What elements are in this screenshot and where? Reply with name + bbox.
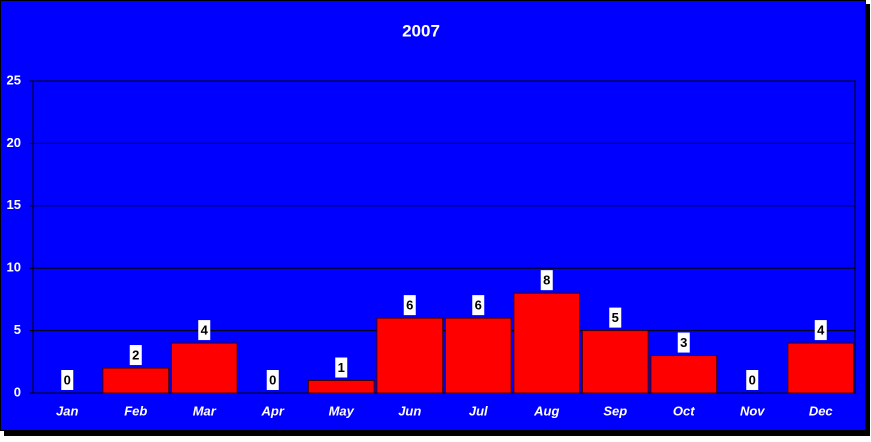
bar: [307, 380, 375, 394]
bar: [444, 317, 512, 394]
y-tick-label: 10: [7, 260, 21, 275]
data-label-box: [677, 332, 690, 353]
bar: [170, 342, 238, 394]
data-label-box: [61, 370, 74, 390]
x-tick-label: Nov: [740, 403, 765, 418]
x-tick-label: Aug: [533, 403, 559, 418]
data-label: 8: [543, 273, 550, 288]
data-label: 2: [132, 347, 139, 362]
plot-border: [32, 80, 856, 394]
y-tick-label: 5: [14, 322, 21, 337]
data-label-box: [198, 320, 211, 341]
data-label-box: [814, 320, 827, 341]
y-tick-label: 15: [7, 197, 21, 212]
bar: [650, 355, 718, 394]
data-label: 3: [680, 335, 687, 350]
y-tick-label: 20: [7, 135, 21, 150]
x-tick-label: Dec: [809, 403, 834, 418]
data-label: 1: [338, 360, 345, 375]
data-label-box: [540, 270, 553, 291]
data-label-box: [609, 307, 622, 328]
data-label: 4: [201, 323, 209, 338]
x-tick-label: Jun: [398, 403, 421, 418]
data-label-box: [335, 357, 348, 378]
bar: [581, 330, 649, 394]
data-label-box: [746, 370, 759, 390]
data-label-box: [129, 345, 142, 366]
x-tick-label: Oct: [673, 403, 695, 418]
data-label-box: [403, 295, 416, 316]
data-label-box: [472, 295, 485, 316]
data-label: 0: [749, 372, 756, 387]
x-tick-label: Apr: [261, 403, 285, 418]
bar: [787, 342, 855, 394]
x-tick-label: Mar: [193, 403, 217, 418]
x-tick-label: Feb: [124, 403, 147, 418]
data-label: 5: [612, 310, 619, 325]
data-label: 0: [64, 372, 71, 387]
bar: [102, 367, 170, 394]
x-tick-label: Jan: [56, 403, 78, 418]
y-tick-label: 25: [7, 72, 21, 87]
chart-title: 2007: [402, 21, 440, 40]
x-tick-label: Jul: [469, 403, 488, 418]
bar: [376, 317, 444, 394]
y-tick-label: 0: [14, 384, 21, 399]
bar: [513, 292, 581, 394]
data-label: 6: [406, 298, 413, 313]
x-tick-label: May: [329, 403, 355, 418]
data-label: 4: [817, 323, 825, 338]
x-tick-label: Sep: [603, 403, 627, 418]
data-label-box: [266, 370, 279, 390]
data-label: 0: [269, 372, 276, 387]
data-label: 6: [475, 298, 482, 313]
